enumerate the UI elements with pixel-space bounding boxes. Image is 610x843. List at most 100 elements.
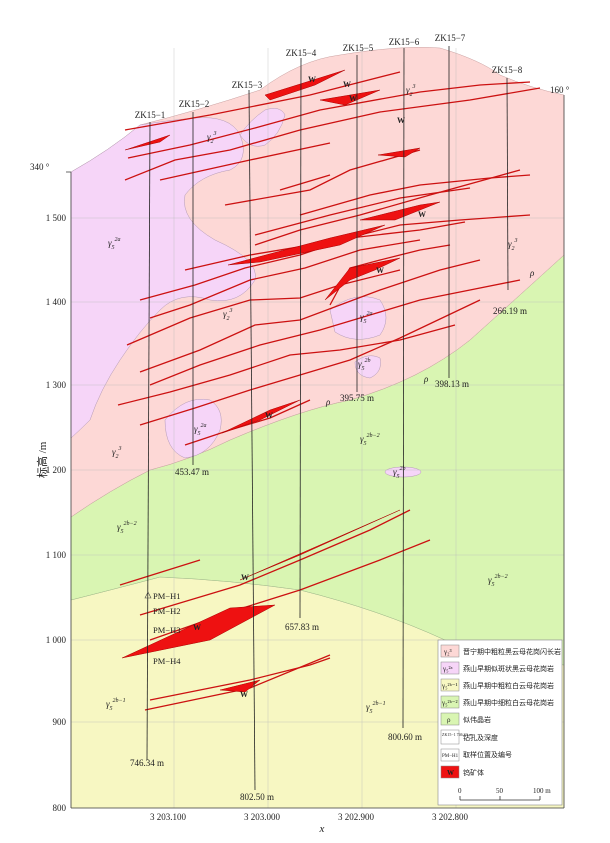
legend: γ₂³ 晋宁期中粗粒黑云母花岗闪长岩 γ₅²ᵃ 燕山早期似斑状黑云母花岗岩 γ₅…: [437, 639, 563, 806]
y-tick-labels: 800 900 1 000 1 100 1 200 1 300 1 400 1 …: [46, 213, 67, 813]
borehole-name: ZK15−4: [286, 48, 317, 58]
unit-label-g5-2b-lens: γ52b: [393, 466, 406, 480]
unit-label-g5-2b2: γ52b−2: [117, 521, 137, 535]
svg-text:燕山早期中细粒白云母花岗岩: 燕山早期中细粒白云母花岗岩: [463, 698, 554, 707]
unit-label-g5-2b1: γ52b−1: [366, 701, 386, 715]
sample-labels: PM−H1 PM−H2 PM−H3 PM−H4: [153, 591, 181, 666]
svg-text:ZK15−1 746.34 m: ZK15−1 746.34 m: [442, 732, 473, 737]
borehole-depth: 746.34 m: [130, 758, 164, 768]
w-label: W: [308, 75, 316, 84]
unit-label-g5-2b2: γ52b−2: [488, 574, 508, 588]
borehole-depth: 398.13 m: [435, 379, 469, 389]
legend-item-2: γ₅²ᵇ⁻¹ 燕山早期中粗粒白云母花岗岩: [440, 678, 554, 692]
sample-label: PM−H2: [153, 606, 180, 616]
x-axis-label: x: [319, 823, 325, 835]
y-tick: 1 200: [46, 465, 67, 475]
borehole-depth: 800.60 m: [388, 732, 422, 742]
borehole-name: ZK15−5: [343, 43, 374, 53]
unit-label-g5-2a: γ52a: [108, 237, 121, 251]
y-tick: 1 500: [46, 213, 67, 223]
unit-label-g5-2a: γ52a: [194, 423, 207, 437]
unit-label-g2-3: γ23: [112, 446, 122, 460]
borehole-depths: 746.34 m 453.47 m 802.50 m 657.83 m 395.…: [130, 306, 527, 802]
legend-item-6: PM−H1 取样位置及编号: [440, 748, 512, 762]
borehole-depth: 395.75 m: [340, 393, 374, 403]
x-tick: 3 203.100: [150, 812, 187, 822]
borehole-name: ZK15−6: [389, 37, 420, 47]
unit-label-g5-2b: γ52b: [358, 358, 371, 372]
y-tick: 1 100: [46, 550, 67, 560]
svg-text:ρ: ρ: [447, 716, 451, 724]
scale-bar: 0 50 100 m: [458, 787, 551, 801]
unit-label-g5-2b2: γ52b−2: [360, 433, 380, 447]
axis-frame: [66, 95, 565, 809]
svg-text:晋宁期中粗粒黑云母花岗闪长岩: 晋宁期中粗粒黑云母花岗闪长岩: [463, 647, 561, 656]
svg-text:γ₅²ᵇ⁻²: γ₅²ᵇ⁻²: [441, 699, 458, 707]
sample-label: PM−H1: [153, 591, 180, 601]
borehole-depth: 453.47 m: [175, 467, 209, 477]
svg-text:PM−H1: PM−H1: [442, 754, 459, 759]
borehole-name: ZK15−3: [232, 80, 263, 90]
borehole-names: ZK15−1 ZK15−2 ZK15−3 ZK15−4 ZK15−5 ZK15−…: [135, 33, 523, 120]
svg-text:燕山早期中粗粒白云母花岗岩: 燕山早期中粗粒白云母花岗岩: [463, 681, 554, 690]
svg-text:γ₂³: γ₂³: [443, 648, 452, 656]
svg-text:γ₅²ᵃ: γ₅²ᵃ: [442, 665, 453, 673]
svg-text:100 m: 100 m: [533, 787, 551, 795]
sample-label: PM−H3: [153, 625, 180, 635]
svg-text:燕山早期似斑状黑云母花岗岩: 燕山早期似斑状黑云母花岗岩: [463, 664, 554, 673]
y-tick: 1 300: [46, 380, 67, 390]
borehole-name: ZK15−2: [179, 99, 210, 109]
svg-text:0: 0: [458, 787, 462, 795]
legend-item-0: γ₂³ 晋宁期中粗粒黑云母花岗闪长岩: [440, 644, 561, 658]
borehole-depth: 266.19 m: [493, 306, 527, 316]
legend-item-5: ZK15−1 746.34 m 钻孔及深度: [440, 729, 498, 745]
sample-marker: [144, 591, 152, 599]
unit-label-g5-2b1: γ52b−1: [106, 698, 126, 712]
legend-item-1: γ₅²ᵃ 燕山早期似斑状黑云母花岗岩: [440, 661, 554, 675]
unit-label-g2-3: γ23: [223, 308, 233, 322]
w-label: W: [240, 690, 248, 699]
svg-text:取样位置及编号: 取样位置及编号: [463, 750, 512, 759]
svg-text:钨矿体: 钨矿体: [463, 768, 484, 777]
rho-label: ρ: [423, 374, 429, 384]
rho-label: ρ: [325, 397, 331, 407]
w-label: W: [376, 266, 384, 275]
bearing-right: 160 °: [550, 85, 570, 95]
borehole-name: ZK15−7: [435, 33, 466, 43]
legend-item-7: W 钨矿体: [440, 765, 484, 779]
w-label: W: [265, 411, 273, 420]
grid: [71, 48, 564, 808]
svg-text:钻孔及深度: 钻孔及深度: [463, 733, 498, 742]
unit-gamma5-2a-lens: [239, 108, 286, 147]
y-axis-label: 标高 /m: [35, 441, 49, 478]
w-label: W: [418, 210, 426, 219]
svg-text:50: 50: [496, 787, 504, 795]
svg-text:W: W: [447, 769, 454, 777]
w-label: W: [241, 573, 249, 582]
sample-label: PM−H4: [153, 656, 181, 666]
y-tick: 800: [53, 803, 67, 813]
y-tick: 1 000: [46, 635, 67, 645]
w-labels: W W W W W W W W W W: [193, 75, 426, 699]
bearing-left: 340 °: [30, 162, 50, 172]
w-label: W: [397, 116, 405, 125]
borehole-lines: [146, 46, 509, 791]
svg-text:似伟晶岩: 似伟晶岩: [463, 715, 491, 724]
borehole-name: ZK15−1: [135, 110, 166, 120]
unit-label-g2-3: γ23: [207, 131, 217, 145]
x-tick: 3 203.000: [244, 812, 281, 822]
unit-gamma5-2b-pod: [354, 355, 381, 379]
rho-label: ρ: [529, 268, 535, 278]
svg-text:γ₅²ᵇ⁻¹: γ₅²ᵇ⁻¹: [441, 682, 458, 690]
w-label: W: [193, 623, 201, 632]
unit-label-g5-2a: γ52a: [360, 311, 373, 325]
w-label: W: [343, 80, 351, 89]
y-tick: 900: [53, 717, 67, 727]
y-tick: 1 400: [46, 297, 67, 307]
w-label: W: [349, 94, 357, 103]
borehole-name: ZK15−8: [492, 65, 523, 75]
x-tick: 3 202.800: [432, 812, 469, 822]
quartz-veins: [117, 71, 541, 711]
x-tick: 3 202.900: [338, 812, 375, 822]
